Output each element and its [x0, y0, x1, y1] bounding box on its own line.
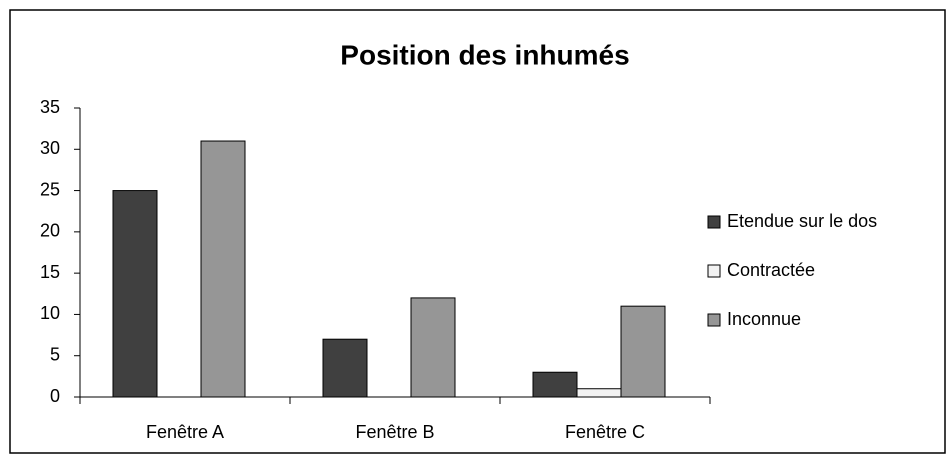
- bar: [112, 190, 158, 398]
- bar: [532, 371, 578, 398]
- bar: [322, 338, 368, 398]
- chart-title: Position des inhumés: [340, 39, 629, 70]
- bar: [410, 297, 456, 398]
- y-tick-label: 0: [50, 386, 60, 406]
- y-tick-label: 15: [40, 262, 60, 282]
- bar: [200, 140, 246, 398]
- y-tick-label: 25: [40, 179, 60, 199]
- y-tick-label: 5: [50, 344, 60, 364]
- legend-label: Inconnue: [727, 309, 801, 329]
- x-tick-label: Fenêtre C: [565, 422, 645, 442]
- y-tick-label: 30: [40, 138, 60, 158]
- y-tick-label: 10: [40, 303, 60, 323]
- y-tick-label: 20: [40, 221, 60, 241]
- bar: [576, 388, 622, 398]
- y-tick-label: 35: [40, 97, 60, 117]
- bar: [620, 305, 666, 398]
- legend-label: Etendue sur le dos: [727, 211, 877, 231]
- legend-label: Contractée: [727, 260, 815, 280]
- legend-swatch: [707, 264, 721, 278]
- legend-swatch: [707, 215, 721, 229]
- chart-frame: [9, 9, 946, 454]
- x-tick-label: Fenêtre B: [355, 422, 434, 442]
- x-tick-label: Fenêtre A: [146, 422, 224, 442]
- legend-swatch: [707, 313, 721, 327]
